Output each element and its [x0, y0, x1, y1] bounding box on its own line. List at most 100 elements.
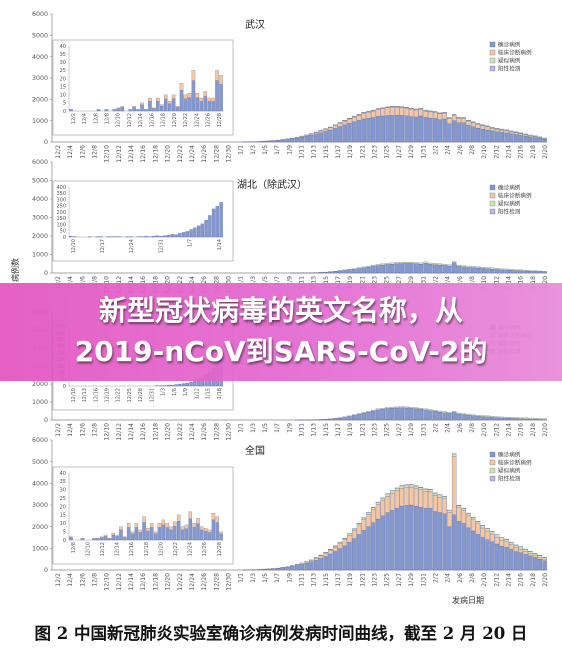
bar-suspected: [423, 261, 428, 264]
x-tick-label: 2/8: [469, 573, 476, 583]
bar-clinical: [499, 129, 504, 133]
bar-confirmed: [490, 541, 495, 571]
bar-clinical: [380, 108, 385, 117]
bar-confirmed: [418, 507, 424, 571]
inset-x-tick-label: 12/10: [71, 388, 77, 402]
bar-confirmed: [256, 141, 262, 143]
bar-clinical: [323, 129, 328, 132]
bar-clinical: [504, 541, 509, 548]
bar-confirmed: [471, 126, 476, 143]
bar-clinical: [352, 530, 357, 539]
bar-clinical: [318, 555, 324, 559]
x-tick-label: 1/15: [323, 423, 330, 437]
inset-x-tick-label: 1/7: [188, 239, 194, 247]
bar-confirmed: [518, 270, 524, 274]
x-tick-label: 12/2: [55, 423, 62, 437]
bar-clinical: [428, 111, 433, 119]
x-tick-label: 1/3: [250, 573, 257, 583]
x-tick-label: 1/27: [396, 423, 403, 437]
bar-confirmed: [385, 264, 390, 274]
x-tick-label: 1/7: [274, 276, 281, 286]
y-tick-label: 3000: [32, 75, 48, 82]
bar-clinical: [528, 135, 533, 138]
inset-x-tick-label: 12/16: [129, 542, 135, 556]
x-tick-label: 2/4: [445, 145, 452, 155]
x-tick-label: 1/11: [299, 145, 306, 159]
legend-label: 疑似病例: [498, 200, 521, 208]
y-tick-label: 1000: [32, 399, 48, 406]
bar-suspected: [432, 410, 438, 412]
figure-caption: 图 2 中国新冠肺炎实验室确诊病例发病时间曲线，截至 2 月 20 日: [34, 624, 528, 643]
bar-confirmed: [342, 417, 347, 421]
inset-bar-clinical: [191, 70, 196, 81]
inset-bar-clinical: [111, 533, 116, 536]
inset-bar-clinical: [165, 523, 169, 528]
inset-y-tick-label: 5: [63, 529, 66, 535]
x-tick-label: 2/14: [505, 145, 512, 159]
x-tick-label: 2/8: [469, 276, 476, 286]
inset-x-tick-label: 12/18: [144, 542, 150, 556]
bar-suspected: [399, 485, 405, 489]
inset-x-tick-label: 1/14: [217, 239, 223, 250]
x-tick-label: 2/2: [432, 573, 439, 583]
bar-confirmed: [423, 409, 428, 421]
inset-bar-clinical: [200, 526, 204, 531]
inset-y-tick-label: 350: [56, 191, 66, 197]
inset-x-tick-label: 12/24: [194, 113, 200, 127]
bar-suspected: [375, 264, 381, 266]
x-tick-label: 12/16: [140, 145, 147, 163]
bar-suspected: [494, 268, 500, 270]
bar-confirmed: [504, 269, 509, 274]
x-tick-label: 2/6: [457, 276, 464, 286]
bar-clinical: [494, 129, 500, 132]
bar-clinical: [304, 561, 309, 564]
bar-suspected: [494, 534, 500, 538]
x-tick-label: 12/10: [104, 423, 111, 441]
inset-x-tick-label: 12/22: [116, 388, 122, 402]
bar-confirmed: [352, 538, 357, 571]
inset-x-tick-label: 12/20: [172, 113, 178, 127]
bar-clinical: [456, 117, 462, 123]
bar-suspected: [461, 508, 466, 511]
x-tick-label: 12/4: [67, 423, 74, 437]
bar-confirmed: [318, 132, 324, 143]
x-tick-label: 12/28: [213, 573, 220, 591]
bar-clinical: [337, 543, 343, 549]
bar-suspected: [528, 417, 533, 420]
x-tick-label: 1/17: [335, 145, 342, 159]
bar-clinical: [466, 515, 471, 528]
bar-confirmed: [456, 122, 462, 143]
inset-bar-confirmed: [146, 531, 150, 541]
bar-suspected: [518, 269, 524, 271]
bar-clinical: [356, 114, 362, 121]
inset-x-tick-label: 12/13: [82, 388, 88, 402]
x-tick-label: 2/14: [505, 276, 512, 290]
bar-clinical: [523, 134, 528, 137]
bar-confirmed: [461, 122, 466, 143]
inset-bar-clinical: [192, 523, 196, 528]
inset-bar-confirmed: [69, 109, 73, 112]
bar-clinical: [399, 487, 405, 507]
bar-suspected: [485, 415, 490, 418]
inset-chart: 0 5 10 15 20 25 30 35 40 12/8 12/10 12/12 12/14 12/16…: [52, 466, 234, 565]
bar-confirmed: [347, 269, 352, 274]
x-tick-label: 2/10: [481, 145, 488, 159]
bar-clinical: [461, 118, 466, 123]
inset-bar-confirmed: [195, 97, 200, 112]
inset-bar-clinical: [156, 97, 160, 102]
x-tick-label: 1/5: [262, 423, 269, 433]
bar-confirmed: [523, 418, 528, 421]
inset-y-tick-label: 0: [63, 538, 66, 544]
bar-clinical: [437, 113, 443, 120]
x-tick-label: 1/31: [420, 145, 427, 159]
title-overlay-banner: 新型冠状病毒的英文名称，从 2019-nCoV到SARS-CoV-2的: [0, 283, 562, 381]
inset-bar-confirmed: [116, 108, 121, 112]
bar-confirmed: [542, 271, 547, 274]
x-tick-label: 2/6: [457, 145, 464, 155]
inset-x-tick-label: 12/20: [158, 542, 164, 556]
y-tick-label: 5000: [32, 459, 48, 466]
inset-x-tick-label: 12/14: [115, 542, 121, 556]
bar-confirmed: [313, 133, 319, 143]
inset-bar-confirmed: [167, 103, 172, 112]
